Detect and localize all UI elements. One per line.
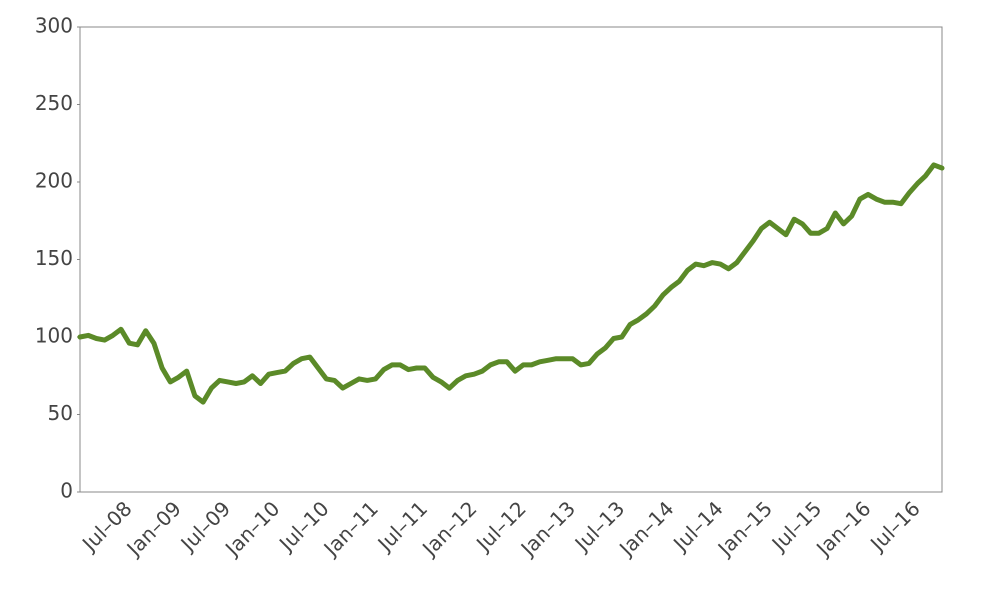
y-tick-label: 100	[35, 324, 73, 348]
y-tick-label: 300	[35, 14, 73, 38]
x-tick-label: Jan–10	[219, 496, 284, 561]
plot-frame	[79, 26, 943, 493]
x-tick-label: Jan–09	[121, 496, 186, 561]
x-tick-label: Jan–16	[810, 496, 875, 561]
y-tick-label: 200	[35, 169, 73, 193]
x-tick-label: Jan–11	[318, 496, 383, 561]
y-tick-label: 150	[35, 246, 73, 270]
y-tick-label: 50	[48, 401, 73, 425]
x-tick-label: Jan–12	[416, 496, 481, 561]
x-tick-label: Jan–13	[515, 496, 580, 561]
x-tick-label: Jul–16	[864, 496, 925, 557]
x-tick-label: Jan–14	[613, 496, 678, 561]
y-tick-label: 250	[35, 91, 73, 115]
data-line	[77, 162, 945, 405]
x-tick-label: Jan–15	[712, 496, 777, 561]
y-tick-label: 0	[60, 479, 73, 503]
